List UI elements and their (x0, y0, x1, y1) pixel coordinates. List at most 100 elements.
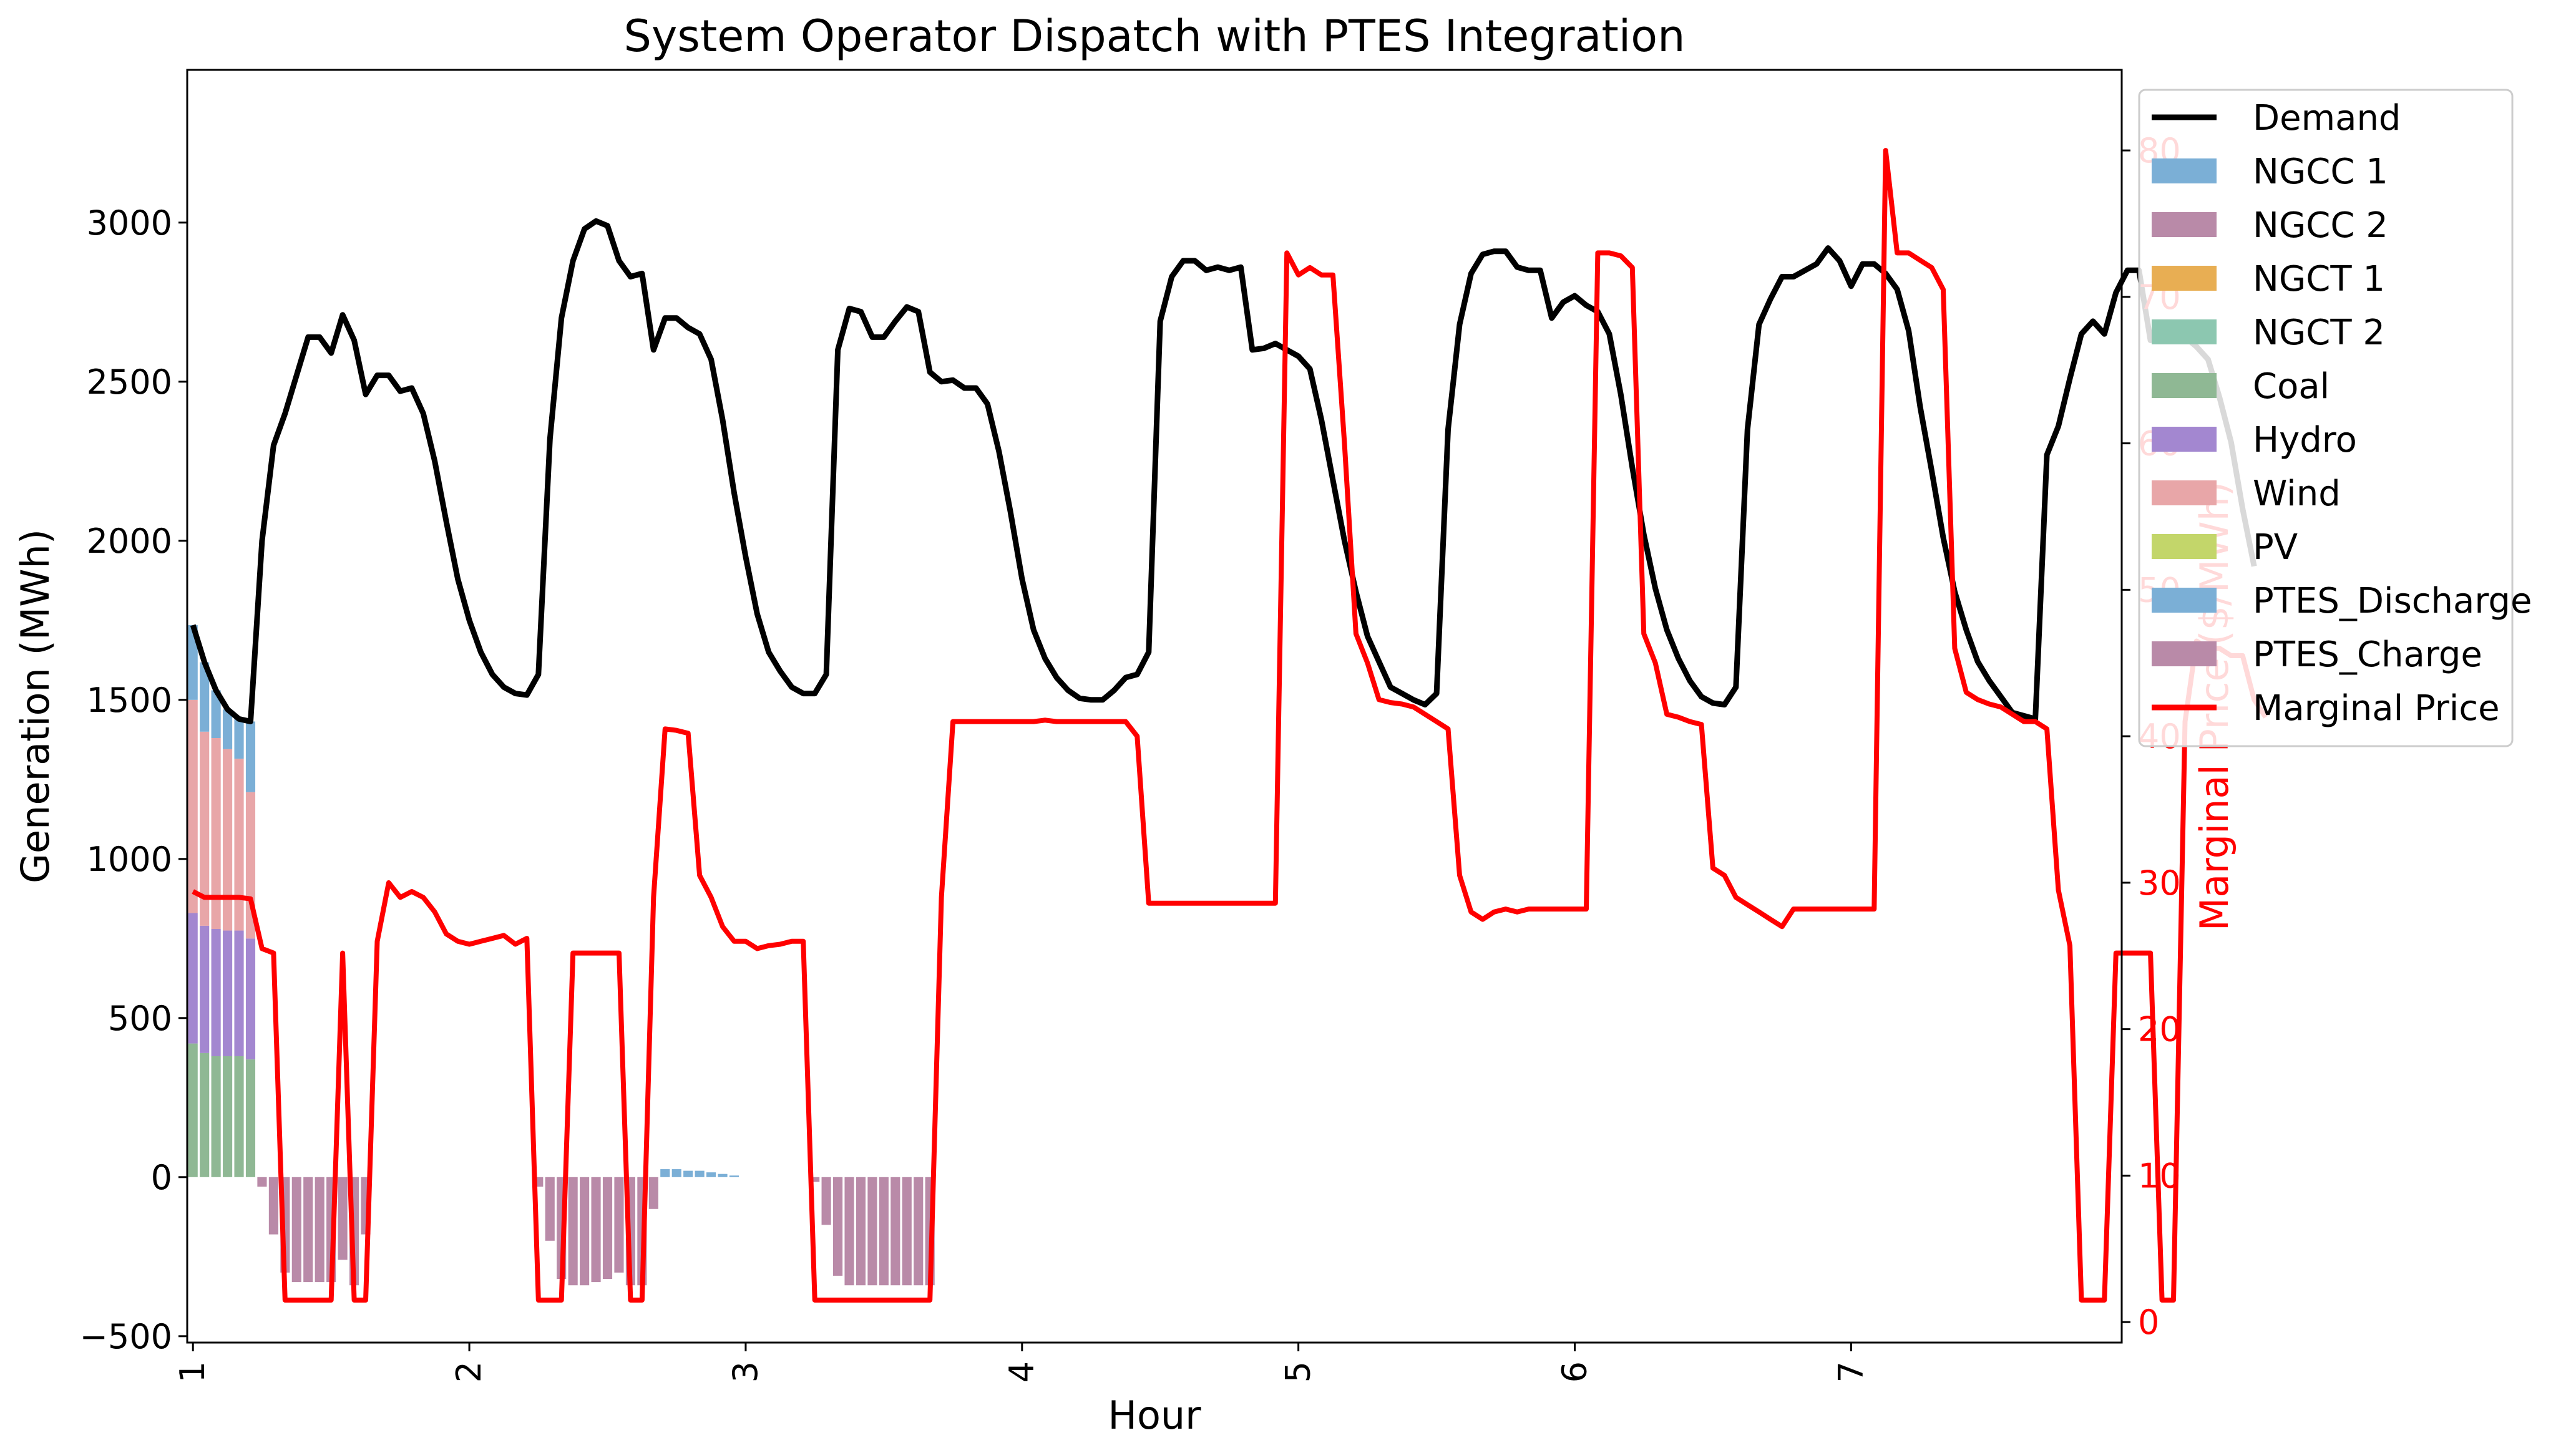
legend: Demand NGCC 1 NGCC 2 NGCT 1 NGCT 2 Coal Hydro W… (2138, 89, 2532, 747)
bar-ptes-discharge (234, 719, 244, 759)
bar-wind (223, 749, 233, 931)
bar-hydro (211, 929, 221, 1056)
bar-ptes-charge (856, 1177, 866, 1286)
x-tick-label: 5 (1279, 1361, 1318, 1383)
bar-ptes-charge (303, 1177, 313, 1283)
legend-label-coal: Coal (2253, 366, 2330, 407)
bar-ptes-charge (890, 1177, 900, 1286)
bar-ptes-charge (291, 1177, 301, 1283)
bar-ptes-charge (879, 1177, 889, 1286)
legend-swatch-hydro (2152, 427, 2217, 452)
bar-wind (200, 731, 210, 926)
legend-swatch-wind (2152, 480, 2217, 505)
bar-ptes-charge (591, 1177, 601, 1283)
legend-label-pv: PV (2253, 527, 2298, 568)
x-tick-label: 2 (449, 1361, 489, 1383)
bar-wind (188, 699, 198, 913)
bar-coal (188, 1043, 198, 1177)
bar-ptes-charge (821, 1177, 831, 1225)
bar-ptes-charge (844, 1177, 854, 1286)
bar-ptes-discharge (211, 690, 221, 738)
bar-ptes-charge (268, 1177, 278, 1235)
bar-wind (211, 738, 221, 929)
chart-title: System Operator Dispatch with PTES Integ… (624, 11, 1686, 62)
x-tick-label: 3 (726, 1361, 765, 1383)
x-tick-label: 7 (1831, 1361, 1870, 1383)
legend-label-ngcc-1: NGCC 1 (2253, 152, 2388, 192)
y-tick-label: 500 (108, 999, 172, 1038)
bar-ptes-charge (902, 1177, 912, 1286)
y-tick-label: 3000 (87, 203, 172, 243)
y2-tick-label: 30 (2138, 863, 2181, 903)
y-tick-label: 0 (151, 1158, 172, 1197)
legend-label-ngcc-2: NGCC 2 (2253, 205, 2388, 246)
legend-swatch-ngcc-2 (2152, 212, 2217, 237)
legend-swatch-ngcc-1 (2152, 158, 2217, 183)
bar-ptes-discharge (188, 624, 198, 700)
bar-ngcc-1 (683, 1170, 693, 1177)
bar-ptes-charge (315, 1177, 324, 1283)
bar-ngcc-1 (729, 1175, 739, 1177)
bar-ptes-discharge (245, 721, 256, 792)
legend-swatch-ngct-2 (2152, 319, 2217, 344)
y-tick-label: 2000 (87, 522, 172, 561)
bar-ptes-charge (545, 1177, 555, 1241)
x-axis: 1 2 3 4 5 6 7 (173, 1343, 1870, 1383)
bar-ngcc-1 (695, 1170, 705, 1177)
bar-ngcc-1 (718, 1174, 728, 1177)
legend-box (2138, 89, 2514, 747)
bar-ptes-charge (867, 1177, 877, 1286)
legend-swatch-coal (2152, 373, 2217, 398)
legend-label-wind: Wind (2253, 474, 2341, 514)
x-axis-title: Hour (1108, 1392, 1201, 1438)
y2-tick-label: 20 (2138, 1010, 2181, 1049)
bar-ptes-charge (580, 1177, 590, 1286)
bar-ptes-charge (568, 1177, 578, 1286)
x-tick-label: 4 (1002, 1361, 1042, 1383)
bar-hydro (234, 930, 244, 1056)
bar-ptes-charge (810, 1177, 820, 1182)
series-lines (190, 148, 2268, 1303)
bar-ptes-charge (602, 1177, 613, 1279)
legend-swatch-ngct-1 (2152, 266, 2217, 291)
bar-ptes-charge (914, 1177, 924, 1286)
bar-hydro (188, 913, 198, 1044)
bar-ptes-charge (338, 1177, 348, 1260)
x-tick-label: 6 (1555, 1361, 1594, 1383)
legend-label-ptes-charge: PTES_Charge (2253, 634, 2482, 675)
bar-hydro (245, 938, 256, 1060)
y2-tick-label: 0 (2138, 1303, 2159, 1342)
legend-label-ngct-2: NGCT 2 (2253, 313, 2385, 353)
bar-ptes-charge (614, 1177, 624, 1273)
bar-ngcc-1 (671, 1169, 681, 1177)
line-marginal-price (192, 148, 2268, 1303)
y-tick-label: −500 (80, 1317, 172, 1356)
legend-label-hydro: Hydro (2253, 420, 2357, 460)
bar-coal (223, 1056, 233, 1177)
bar-ptes-discharge (200, 662, 210, 732)
legend-label-ngct-1: NGCT 1 (2253, 259, 2385, 299)
legend-swatch-ptes-discharge (2152, 588, 2217, 613)
bar-hydro (200, 925, 210, 1053)
bar-coal (245, 1059, 256, 1177)
bar-ptes-charge (257, 1177, 267, 1187)
bar-coal (211, 1056, 221, 1177)
bar-ngcc-1 (660, 1169, 670, 1177)
legend-label-ptes-discharge: PTES_Discharge (2253, 581, 2532, 621)
x-tick-label: 1 (173, 1361, 212, 1383)
bar-coal (234, 1056, 244, 1177)
legend-label-marginal-price: Marginal Price (2253, 688, 2500, 729)
legend-swatch-pv (2152, 534, 2217, 559)
bar-wind (234, 759, 244, 931)
bar-ptes-discharge (223, 709, 233, 749)
bar-ptes-charge (832, 1177, 843, 1276)
legend-label-demand: Demand (2253, 98, 2401, 138)
y-tick-label: 1000 (87, 840, 172, 879)
bar-ngcc-1 (706, 1172, 716, 1177)
y-tick-label: 2500 (87, 362, 172, 402)
y-axis-title: Generation (MWh) (12, 529, 58, 883)
bar-ptes-charge (648, 1177, 658, 1209)
stacked-bars (188, 624, 935, 1286)
left-y-axis: −500 0 500 1000 1500 2000 2500 3000 (80, 203, 187, 1356)
